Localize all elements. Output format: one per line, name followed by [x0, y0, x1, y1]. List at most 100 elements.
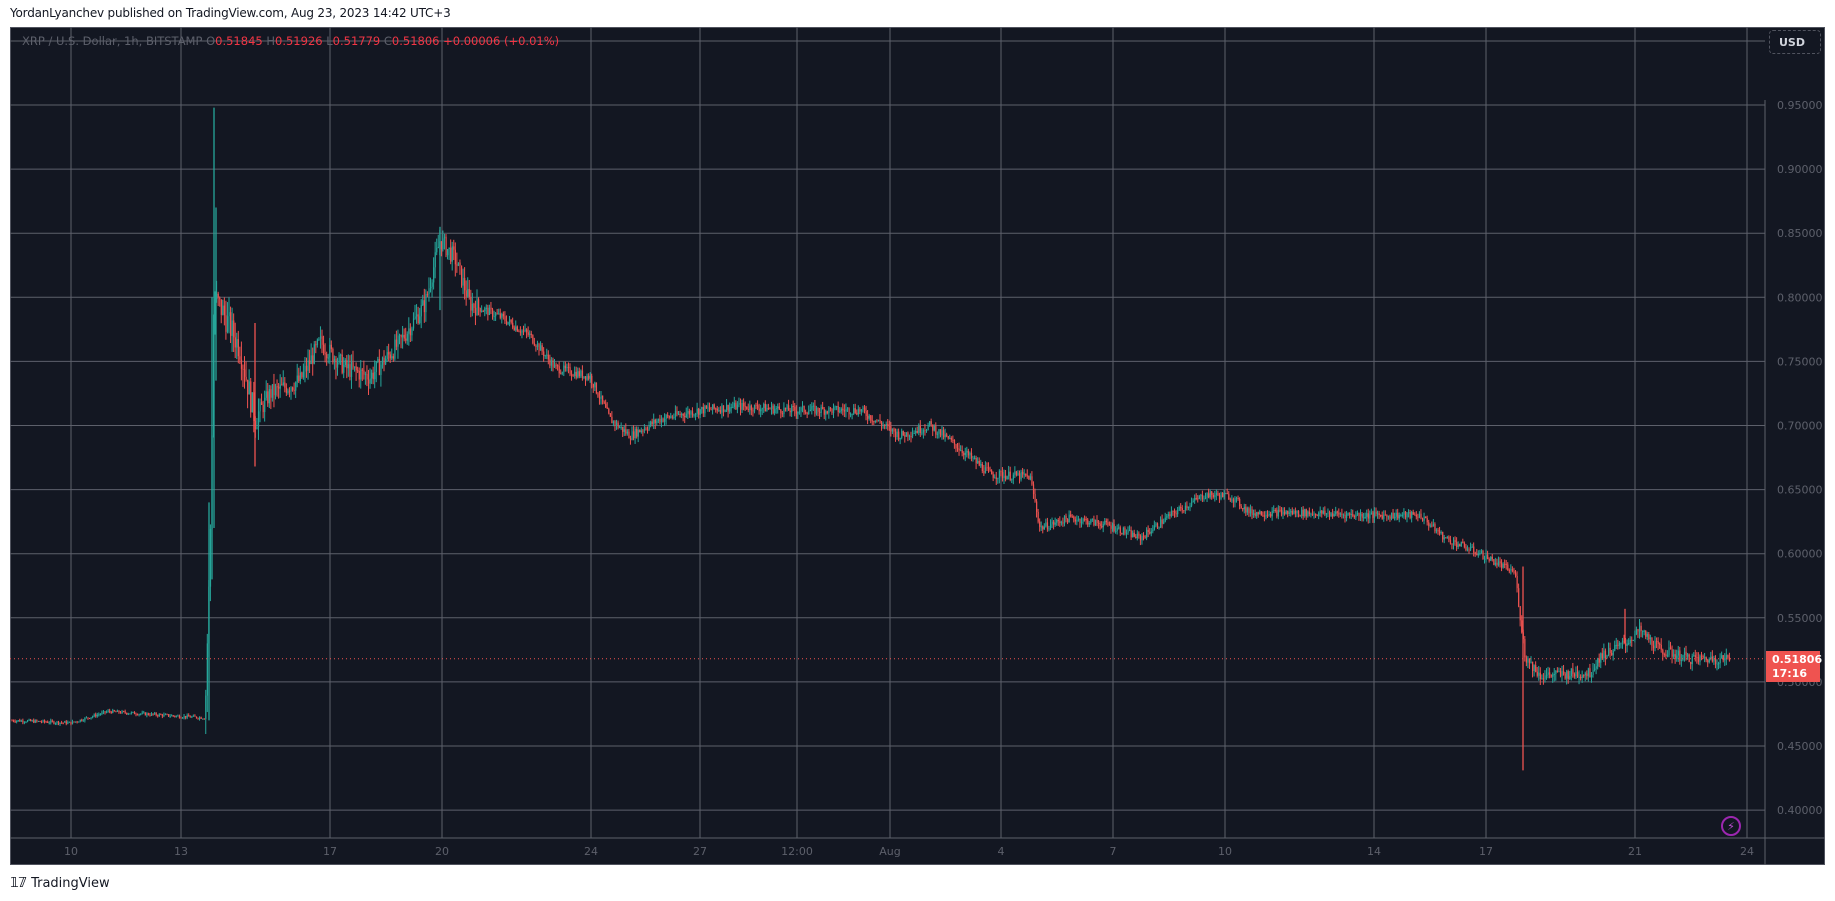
- candle-body: [1406, 513, 1408, 518]
- candle-body: [39, 721, 41, 723]
- candle-body: [1536, 671, 1538, 676]
- candle-body: [848, 408, 850, 415]
- candle-body: [1101, 526, 1103, 528]
- tradingview-brand[interactable]: 𝟙𝟟 TradingView: [10, 876, 110, 891]
- candle-body: [389, 354, 391, 359]
- candle-body: [1597, 658, 1599, 667]
- last-price-label: 0.51806 17:16: [1766, 651, 1822, 682]
- time-tick: 27: [693, 845, 707, 858]
- candle-body: [727, 405, 729, 412]
- candle-body: [1262, 515, 1264, 517]
- candle-body: [1454, 540, 1456, 542]
- candle-body: [1225, 493, 1227, 495]
- candle-body: [908, 435, 911, 437]
- candle-body: [515, 326, 517, 331]
- symbol-label[interactable]: XRP / U.S. Dollar, 1h, BITSTAMP: [22, 34, 203, 48]
- candle-body: [420, 305, 422, 317]
- price-tick: 0.75000: [1777, 355, 1823, 368]
- candle-body: [143, 712, 145, 714]
- candle-body: [1107, 522, 1109, 525]
- candle-body: [864, 407, 866, 411]
- candle-body: [1001, 472, 1004, 479]
- candle-body: [769, 408, 771, 410]
- candle-body: [394, 339, 396, 359]
- candle-body: [1714, 658, 1717, 665]
- candle-body: [1096, 519, 1098, 524]
- candle-body: [709, 407, 711, 410]
- candle-body: [922, 429, 925, 433]
- currency-button[interactable]: USD: [1769, 30, 1821, 54]
- candle-body: [496, 313, 498, 315]
- candle-body: [659, 418, 661, 423]
- candle-body: [1133, 532, 1135, 537]
- candle-body: [352, 362, 354, 368]
- candle-body: [225, 315, 227, 332]
- candle-body: [1473, 546, 1475, 553]
- candle-body: [324, 353, 326, 355]
- candle-body: [447, 249, 449, 256]
- candle-body: [1195, 497, 1197, 499]
- candle-body: [504, 316, 506, 321]
- candle-body: [845, 409, 847, 412]
- lightning-icon[interactable]: ⚡: [1721, 816, 1741, 836]
- candle-body: [1077, 519, 1080, 521]
- candle-body: [626, 431, 629, 434]
- candle-body: [802, 406, 804, 408]
- candle-body: [964, 452, 966, 456]
- candle-body: [1191, 502, 1193, 506]
- candle-body: [1511, 569, 1514, 572]
- time-tick: 7: [1110, 845, 1117, 858]
- candle-body: [643, 428, 646, 431]
- candle-body: [814, 405, 816, 414]
- candle-body: [217, 293, 219, 298]
- candle-body: [402, 334, 404, 338]
- candle-body: [629, 438, 632, 440]
- candle-body: [1206, 493, 1208, 498]
- candle-body: [885, 423, 887, 426]
- candle-body: [462, 277, 464, 286]
- candle-body: [1167, 514, 1169, 517]
- candle-body: [1084, 518, 1086, 520]
- candle-body: [1051, 521, 1053, 525]
- candle-body: [1136, 533, 1138, 539]
- candle-body: [332, 348, 334, 363]
- candle-body: [102, 711, 105, 713]
- candle-body: [1307, 511, 1309, 517]
- candle-body: [75, 721, 77, 723]
- candle-body: [1305, 509, 1307, 517]
- candle-body: [138, 714, 140, 716]
- candle-body: [329, 344, 331, 358]
- candle-body: [112, 710, 114, 713]
- candle-body: [216, 293, 218, 300]
- candle-body: [1178, 507, 1180, 511]
- candle-body: [220, 299, 222, 315]
- candle-body: [1468, 549, 1470, 551]
- price-tick: 0.40000: [1777, 804, 1823, 817]
- candle-body: [519, 331, 522, 333]
- candle-body: [1180, 507, 1182, 509]
- candle-body: [603, 401, 605, 404]
- candle-body: [1716, 663, 1718, 665]
- candle-body: [1411, 512, 1413, 518]
- candle-body: [278, 386, 280, 389]
- candle-body: [422, 300, 424, 306]
- candle-body: [1220, 492, 1222, 499]
- candle-body: [1098, 523, 1100, 525]
- candle-body: [1260, 511, 1262, 516]
- candle-body: [884, 424, 886, 426]
- candle-body: [219, 297, 221, 300]
- candle-body: [1682, 655, 1684, 661]
- candle-body: [924, 429, 926, 431]
- candle-body: [1432, 523, 1435, 526]
- candlestick-chart[interactable]: 0.95000 0.90000 0.85000 0.80000 0.75000 0.700…: [10, 27, 1825, 865]
- candle-body: [27, 720, 29, 722]
- candle-body: [1144, 536, 1146, 538]
- candle-body: [1329, 512, 1331, 517]
- time-tick: 10: [64, 845, 78, 858]
- candle-body: [251, 392, 253, 413]
- candle-body: [1012, 474, 1014, 480]
- candle-body: [1028, 475, 1030, 480]
- candle-body: [1228, 493, 1230, 500]
- candle-body: [992, 474, 994, 478]
- candle-body: [726, 405, 728, 410]
